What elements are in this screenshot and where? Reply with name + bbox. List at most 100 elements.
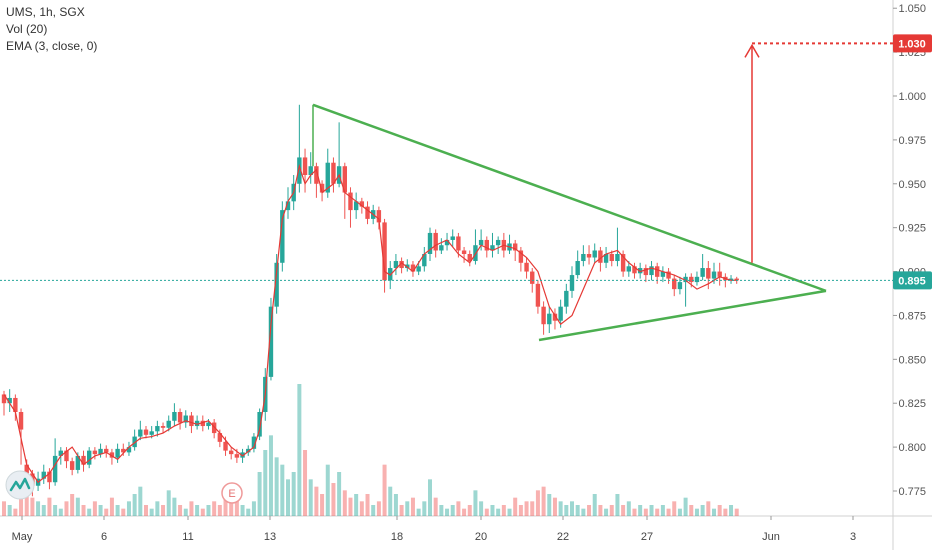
volume-bar [632, 508, 637, 516]
candle-body [637, 268, 643, 274]
volume-bar [132, 494, 137, 516]
candle-body [490, 245, 495, 251]
volume-bar [467, 505, 472, 516]
x-tick-label: Jun [762, 531, 780, 543]
candle-body [700, 268, 705, 277]
volume-bar [19, 494, 24, 516]
volume-bar [149, 508, 154, 516]
candle-body [626, 266, 631, 272]
triangle-upper-line [312, 103, 827, 293]
candle-body [461, 250, 467, 254]
volume-bar [672, 501, 677, 516]
candle-body [234, 454, 240, 458]
x-tick-label: 27 [641, 531, 653, 543]
volume-bar [161, 505, 166, 516]
volume-bar [13, 508, 18, 516]
candle-body [734, 278, 739, 281]
candle-body [518, 250, 524, 263]
volume-bar [604, 508, 609, 516]
volume-bar [479, 501, 484, 516]
volume-bar [410, 497, 415, 516]
volume-bar [609, 505, 614, 516]
candle-body [64, 450, 69, 462]
candle-body [104, 448, 109, 453]
candle-body [581, 254, 586, 262]
volume-bar [575, 505, 580, 516]
volume-bar [206, 505, 211, 516]
x-tick-label: 20 [475, 531, 487, 543]
volume-bar [524, 501, 529, 516]
candle-body [348, 192, 353, 211]
candle-body [382, 222, 387, 281]
y-tick-label: 1.000 [898, 91, 926, 103]
y-tick-label: 0.800 [898, 442, 926, 454]
candle-body [359, 201, 365, 207]
candle-body [18, 412, 24, 430]
volume-bar [2, 501, 6, 516]
volume-bar [109, 497, 114, 516]
y-tick-label: 1.050 [898, 3, 926, 15]
chart-legend: UMS, 1h, SGX Vol (20) EMA (3, close, 0) [6, 4, 97, 55]
volume-bar [280, 464, 285, 516]
candle-body [149, 431, 154, 435]
candle-body [251, 436, 257, 449]
volume-bar [121, 508, 126, 516]
volume-bar [251, 501, 256, 516]
candle-body [575, 261, 580, 276]
candle-body [603, 254, 609, 263]
volume-bar [649, 505, 654, 516]
candle-body [467, 254, 472, 262]
volume-bar [308, 479, 313, 516]
candle-body [285, 201, 291, 211]
volume-bar [359, 501, 364, 516]
candle-body [660, 271, 666, 277]
candle-body [444, 239, 450, 246]
y-tick-label: 0.950 [898, 179, 926, 191]
volume-bar [422, 501, 427, 516]
volume-indicator-label[interactable]: Vol (20) [6, 22, 48, 36]
candle-body [524, 262, 529, 272]
volume-bar [303, 450, 308, 516]
volume-bar [513, 497, 518, 516]
volume-bar [47, 497, 52, 516]
volume-bar [155, 501, 160, 516]
volume-bar [268, 435, 273, 516]
candle-body [609, 254, 614, 262]
volume-bar [626, 501, 631, 516]
volume-bar [223, 494, 228, 516]
volume-bar [104, 508, 109, 516]
candle-body [376, 210, 382, 223]
volume-bar [598, 505, 603, 516]
candle-body [643, 268, 649, 276]
volume-bar [30, 497, 35, 516]
candle-body [98, 448, 103, 455]
volume-bar [331, 483, 336, 516]
volume-bar [717, 505, 722, 516]
candle-body [331, 162, 336, 184]
volume-bar [660, 505, 665, 516]
candle-body [41, 471, 46, 479]
candle-body [615, 254, 620, 262]
volume-bar [274, 457, 279, 516]
volume-bar [712, 508, 716, 516]
volume-bar [240, 505, 245, 516]
candle-body [47, 471, 52, 483]
volume-bar [399, 505, 404, 516]
candle-body [495, 239, 501, 246]
volume-bar [183, 508, 188, 516]
candle-body [683, 276, 688, 283]
volume-bar [257, 472, 262, 516]
ema-indicator-label[interactable]: EMA (3, close, 0) [6, 39, 98, 53]
x-tick-label: 3 [850, 531, 856, 543]
candle-body [189, 415, 194, 427]
volume-bar [450, 505, 455, 516]
volume-bar [734, 508, 739, 516]
candle-body [342, 166, 347, 193]
candle-body [513, 243, 518, 251]
target-price-tag [893, 34, 932, 53]
candle-body [109, 452, 115, 458]
symbol-label[interactable]: UMS, 1h, SGX [6, 5, 85, 19]
candle-body [689, 276, 694, 283]
